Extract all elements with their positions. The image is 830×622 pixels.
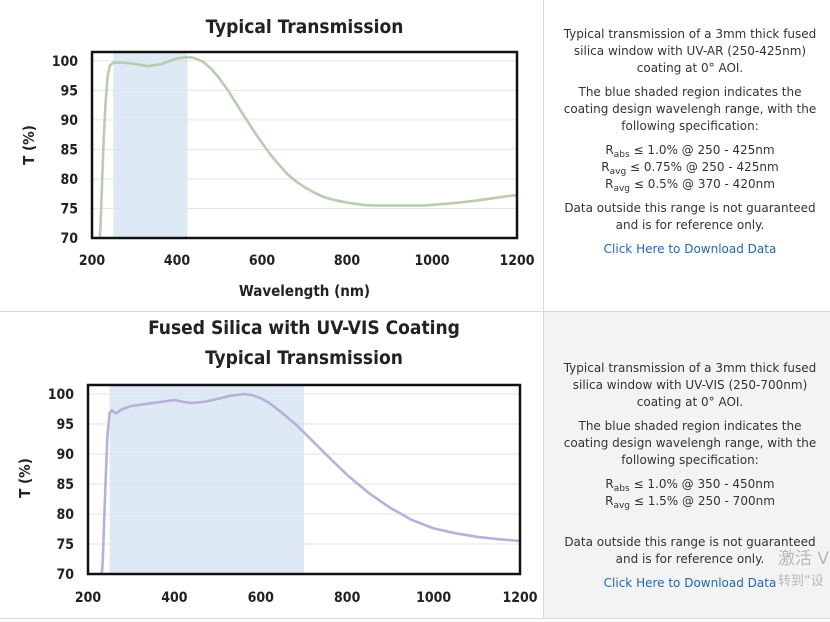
spec-line: Ravg ≤ 1.5% @ 250 - 700nm	[605, 494, 775, 511]
y-tick-label: 80	[56, 507, 74, 523]
y-tick-label: 100	[52, 54, 79, 70]
description-text: Typical transmission of a 3mm thick fuse…	[563, 361, 817, 409]
uv-vis-transmission-chart: Fused Silica with UV-VIS Coating Typical …	[16, 317, 538, 606]
disclaimer-text: Data outside this range is not guarantee…	[564, 201, 816, 232]
transmission-series-line	[100, 392, 520, 574]
chart-cell: Fused Silica with UV-VIS Coating Typical …	[0, 312, 543, 618]
x-axis-label: Wavelength (nm)	[239, 282, 370, 300]
x-tick-label: 800	[334, 253, 361, 269]
plot-frame	[86, 383, 522, 576]
y-tick-label: 75	[60, 201, 78, 217]
y-tick-label: 85	[56, 477, 74, 493]
spec-line: Rabs ≤ 1.0% @ 250 - 425nm	[605, 143, 775, 160]
spec-line: Ravg ≤ 0.5% @ 370 - 420nm	[605, 177, 775, 194]
transmission-series-line	[98, 55, 517, 238]
spec-line: Rabs ≤ 1.0% @ 350 - 450nm	[605, 477, 775, 494]
x-tick-label: 1000	[416, 590, 451, 606]
x-tick-label: 1200	[502, 590, 537, 606]
y-axis-label: T (%)	[16, 458, 34, 498]
coating-range-shade	[109, 385, 304, 574]
plot-frame	[90, 50, 519, 240]
product-row-uv-vis: Fused Silica with UV-VIS Coating Typical …	[0, 312, 830, 619]
shading-note-text: The blue shaded region indicates the coa…	[563, 419, 817, 467]
chart-title: Fused Silica with UV-VIS Coating	[148, 317, 460, 339]
info-cell: Typical transmission of a 3mm thick fuse…	[543, 0, 830, 311]
x-tick-label: 600	[249, 253, 276, 269]
y-tick-label: 90	[56, 447, 74, 463]
description-text: Typical transmission of a 3mm thick fuse…	[563, 27, 817, 75]
chart-title: Typical Transmission	[206, 16, 404, 38]
x-tick-label: 200	[79, 253, 106, 269]
x-tick-label: 200	[75, 590, 102, 606]
y-tick-label: 80	[60, 172, 78, 188]
x-tick-label: 400	[161, 590, 188, 606]
shading-note-text: The blue shaded region indicates the coa…	[563, 85, 817, 133]
chart-title: Typical Transmission	[205, 347, 403, 369]
x-tick-label: 800	[334, 590, 361, 606]
disclaimer-text: Data outside this range is not guarantee…	[564, 535, 816, 566]
x-tick-label: 400	[164, 253, 191, 269]
y-tick-label: 95	[60, 83, 78, 99]
y-tick-label: 90	[60, 113, 78, 129]
watermark-line: 转到“设	[778, 574, 824, 589]
y-tick-label: 70	[56, 567, 74, 583]
y-tick-label: 75	[56, 537, 74, 553]
download-data-link[interactable]: Click Here to Download Data	[603, 576, 777, 590]
coating-range-shade	[113, 52, 188, 238]
uv-ar-transmission-chart: Fused Silica with UV-AR Coating Typical T…	[20, 0, 535, 300]
product-row-uv-ar: Fused Silica with UV-AR Coating Typical T…	[0, 0, 830, 312]
download-data-link[interactable]: Click Here to Download Data	[603, 242, 777, 256]
x-tick-label: 600	[248, 590, 275, 606]
watermark-line: 激活 V	[778, 549, 830, 569]
chart-title: Fused Silica with UV-AR Coating	[151, 0, 459, 1]
y-tick-label: 100	[48, 387, 75, 403]
chart-cell: Fused Silica with UV-AR Coating Typical T…	[0, 0, 543, 311]
spec-list: Rabs ≤ 1.0% @ 350 - 450nm Ravg ≤ 1.5% @ …	[558, 476, 822, 511]
x-tick-label: 1200	[499, 253, 534, 269]
info-cell: Typical transmission of a 3mm thick fuse…	[543, 312, 830, 618]
spec-line: Ravg ≤ 0.75% @ 250 - 425nm	[601, 160, 779, 177]
y-tick-label: 85	[60, 142, 78, 158]
x-tick-label: 1000	[414, 253, 449, 269]
y-tick-label: 95	[56, 417, 74, 433]
y-tick-label: 70	[60, 231, 78, 247]
y-axis-label: T (%)	[20, 125, 38, 165]
spec-list: Rabs ≤ 1.0% @ 250 - 425nm Ravg ≤ 0.75% @…	[558, 142, 822, 194]
